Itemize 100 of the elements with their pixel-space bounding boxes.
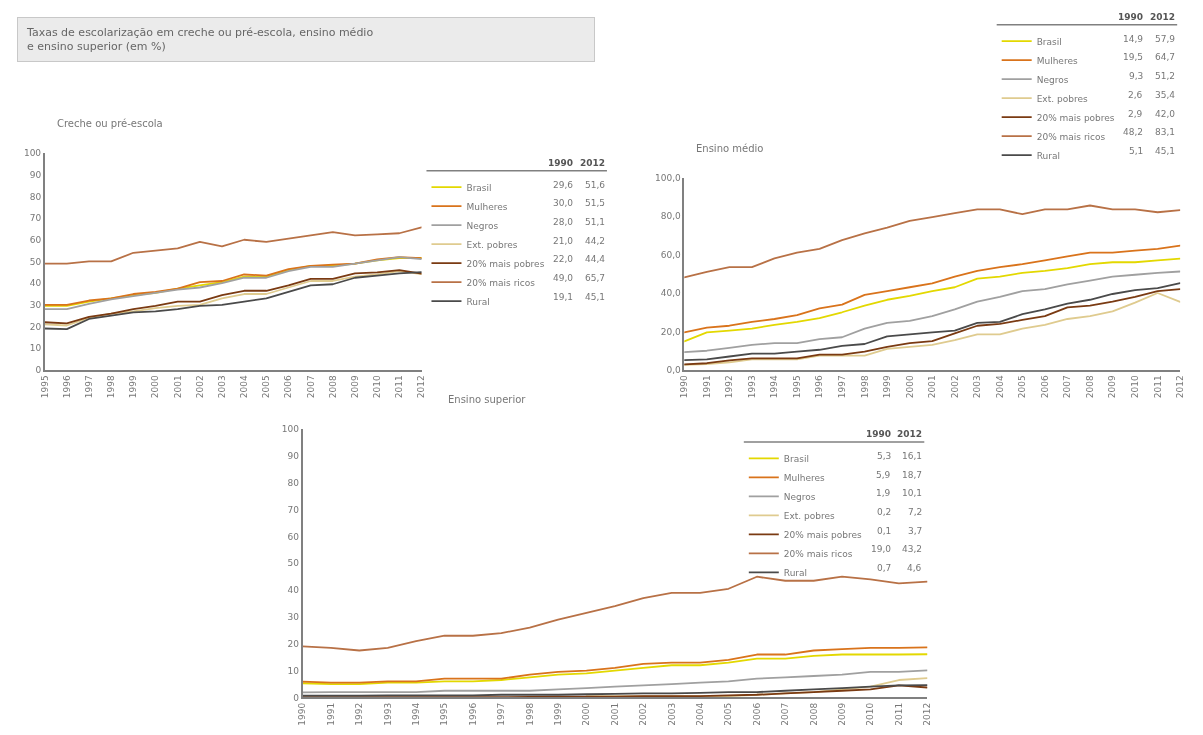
x-tick-label: 2003 <box>972 375 983 399</box>
y-tick-label: 20 <box>287 638 300 649</box>
x-tick-label: 1997 <box>837 375 847 399</box>
x-tick-label: 2000 <box>150 375 161 399</box>
chart-title: Ensino médio <box>696 143 764 154</box>
text: 19,5 <box>1123 52 1144 62</box>
y-tick-label: 60 <box>287 531 300 542</box>
y-tick-label: 70 <box>29 213 42 224</box>
text: 83,1 <box>1155 127 1176 137</box>
x-tick-label: 1995 <box>439 702 450 726</box>
legend-label: Negros <box>466 220 499 231</box>
text: 44,2 <box>585 236 606 246</box>
annotation: 19,0 <box>871 544 892 554</box>
x-tick-label: 2011 <box>394 375 405 399</box>
annotation: 43,2 <box>902 544 923 554</box>
x-tick-label: 2007 <box>305 375 316 399</box>
text: 2,6 <box>1128 90 1143 100</box>
x-tick-label: 2001 <box>172 375 183 399</box>
x-tick-label: 2006 <box>1039 375 1050 399</box>
legend-label: Mulheres <box>783 472 826 483</box>
legend-label: Mulheres <box>1036 55 1078 66</box>
y-tick-label: 10 <box>287 665 300 676</box>
x-tick-label: 2012 <box>922 702 933 726</box>
x-tick-label: 1993 <box>382 702 393 726</box>
text: 48,2 <box>1123 127 1144 137</box>
y-tick-label: 20 <box>29 321 42 332</box>
y-tick-label: 60,0 <box>660 249 682 260</box>
annotation: 10,1 <box>902 488 923 498</box>
x-tick-label: 2012 <box>1175 375 1186 399</box>
x-tick-label: 2007 <box>780 702 791 726</box>
x-tick-label: 2008 <box>808 702 819 726</box>
x-tick-label: 1991 <box>325 702 336 726</box>
x-tick-label: 2003 <box>216 375 227 399</box>
annotation: 2012 <box>897 429 923 439</box>
annotation: 1,9 <box>876 488 891 498</box>
x-tick-label: 2009 <box>837 702 847 726</box>
x-tick-label: 1998 <box>524 702 535 726</box>
text: 49,0 <box>553 273 574 283</box>
text: 19,1 <box>553 292 574 302</box>
text: 45,1 <box>585 292 606 302</box>
x-tick-label: 2011 <box>893 702 904 726</box>
y-tick-label: 10 <box>29 343 42 354</box>
x-tick-label: 2002 <box>949 375 960 399</box>
x-tick-label: 2004 <box>239 375 250 399</box>
y-tick-label: 80 <box>287 477 300 488</box>
x-tick-label: 1998 <box>859 375 870 399</box>
y-tick-label: 100,0 <box>654 172 682 183</box>
x-tick-label: 1991 <box>701 375 712 399</box>
x-tick-label: 1998 <box>106 375 117 399</box>
text: 5,1 <box>1129 146 1144 156</box>
annotation: 18,7 <box>902 470 923 480</box>
legend-label: 20% mais ricos <box>783 548 853 559</box>
text: 65,7 <box>585 273 606 283</box>
x-tick-label: 2012 <box>416 375 427 399</box>
y-tick-label: 100 <box>281 424 300 435</box>
legend-label: Rural <box>1036 150 1060 161</box>
text: 30,0 <box>553 198 574 208</box>
text: 9,3 <box>1129 71 1144 81</box>
x-tick-label: 2010 <box>372 375 383 399</box>
x-tick-label: 2006 <box>283 375 294 399</box>
x-tick-label: 1996 <box>61 375 72 399</box>
x-tick-label: 2005 <box>1017 375 1028 399</box>
x-tick-label: 2004 <box>994 375 1005 399</box>
text: 57,9 <box>1155 34 1176 44</box>
x-tick-label: 1995 <box>791 375 802 399</box>
x-tick-label: 1990 <box>297 702 308 726</box>
annotation: 0,2 <box>877 507 892 517</box>
y-tick-label: 80 <box>29 191 42 202</box>
annotation: 7,2 <box>908 507 923 517</box>
y-tick-label: 80,0 <box>660 211 682 222</box>
annotation: 4,6 <box>907 563 922 573</box>
x-tick-label: 1992 <box>354 702 365 726</box>
text: 21,0 <box>553 236 574 246</box>
text: 2,9 <box>1128 109 1143 119</box>
annotation: 5,3 <box>877 451 892 461</box>
y-tick-label: 0,0 <box>666 365 682 376</box>
x-tick-label: 2008 <box>1084 375 1095 399</box>
legend-label: Rural <box>466 296 490 307</box>
legend-label: Negros <box>783 491 816 502</box>
x-tick-label: 2005 <box>261 375 272 399</box>
annotation: 5,9 <box>876 470 891 480</box>
y-tick-label: 0 <box>293 692 300 703</box>
y-tick-label: 40 <box>29 278 42 289</box>
x-tick-label: 1990 <box>679 375 690 399</box>
legend-label: Brasil <box>1036 36 1062 47</box>
text: 42,0 <box>1155 109 1176 119</box>
x-tick-label: 2002 <box>194 375 205 399</box>
text: 51,6 <box>585 180 606 190</box>
x-tick-label: 1997 <box>496 702 507 726</box>
x-tick-label: 2001 <box>609 702 620 726</box>
annotation: 16,1 <box>902 451 923 461</box>
legend-label: 20% mais ricos <box>466 277 536 288</box>
x-tick-label: 2000 <box>904 375 915 399</box>
x-tick-label: 1997 <box>83 375 94 399</box>
annotation: 3,7 <box>908 526 923 536</box>
annotation: 1990 <box>866 429 892 439</box>
text: 29,6 <box>553 180 574 190</box>
text: 51,5 <box>585 198 606 208</box>
text: Taxas de escolarização em creche ou pré-escola, ensino médio e ensino superior (em %) <box>26 26 374 54</box>
y-tick-label: 30 <box>29 300 42 311</box>
